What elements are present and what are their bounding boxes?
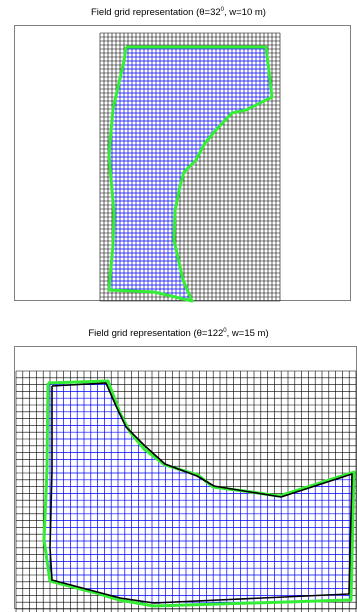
panel-1-field-boundary bbox=[107, 45, 274, 303]
panel-1-title: Field grid representation (θ=320, w=10 m… bbox=[0, 7, 357, 18]
panel-1-title-superscript: 0 bbox=[220, 7, 224, 13]
panel-1 bbox=[14, 25, 351, 303]
panel-2-title-superscript: 0 bbox=[223, 328, 227, 334]
panel-2 bbox=[14, 346, 357, 612]
panel-2-title-text: Field grid representation (θ=122 bbox=[88, 328, 224, 340]
panel-2-title: Field grid representation (θ=1220, w=15 … bbox=[0, 328, 357, 339]
panel-2-title-suffix: , w=15 m) bbox=[226, 328, 269, 340]
panel-1-title-suffix: , w=10 m) bbox=[224, 7, 266, 19]
panel-1-title-text: Field grid representation (θ=32 bbox=[91, 7, 221, 19]
panel-2-field-boundary bbox=[49, 382, 353, 604]
